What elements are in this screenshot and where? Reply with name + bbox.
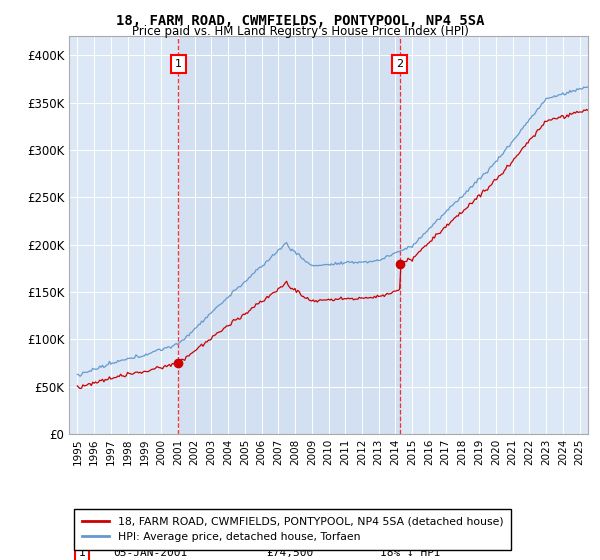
Text: 1: 1 [79,548,85,558]
Text: Price paid vs. HM Land Registry's House Price Index (HPI): Price paid vs. HM Land Registry's House … [131,25,469,38]
Text: 1: 1 [175,59,182,69]
Legend: 18, FARM ROAD, CWMFIELDS, PONTYPOOL, NP4 5SA (detached house), HPI: Average pric: 18, FARM ROAD, CWMFIELDS, PONTYPOOL, NP4… [74,509,511,549]
Text: 18, FARM ROAD, CWMFIELDS, PONTYPOOL, NP4 5SA: 18, FARM ROAD, CWMFIELDS, PONTYPOOL, NP4… [116,14,484,28]
Text: 18% ↓ HPI: 18% ↓ HPI [380,548,441,558]
Bar [178,36,400,434]
Text: 2: 2 [396,59,403,69]
Text: 05-JAN-2001: 05-JAN-2001 [113,548,187,558]
Text: £74,500: £74,500 [266,548,313,558]
